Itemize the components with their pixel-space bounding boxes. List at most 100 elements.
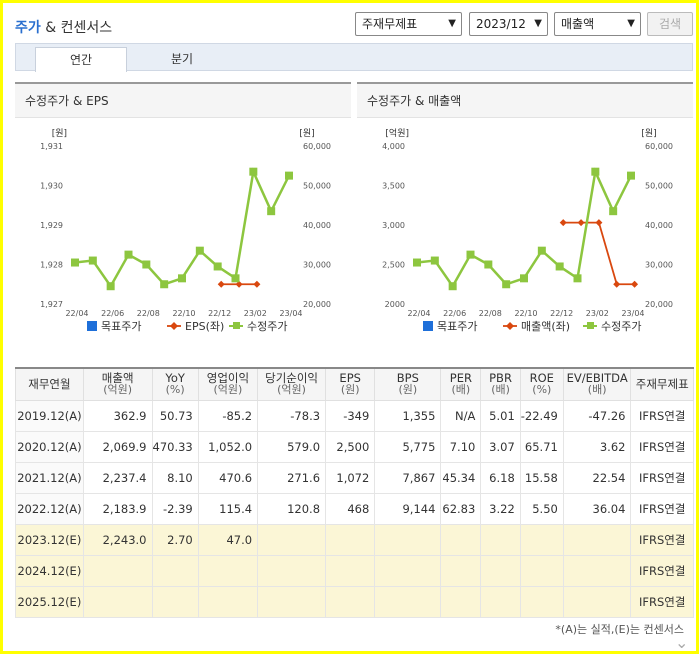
data-point (213, 262, 222, 271)
data-point (106, 282, 115, 291)
data-point (502, 280, 511, 289)
table-cell: 2.70 (151, 523, 199, 556)
table-cell: -85.2 (197, 399, 259, 432)
table-cell (82, 585, 153, 618)
legend-swatch-price (233, 322, 240, 329)
table-cell: 2,237.4 (82, 461, 153, 494)
column-header: 재무연월 (15, 367, 84, 401)
title-highlight: 주가 (15, 20, 41, 36)
table-cell (257, 523, 327, 556)
table-cell (440, 523, 482, 556)
period-select-value: 2023/12 (476, 17, 526, 31)
right-tick-label: 60,000 (303, 142, 331, 151)
table-cell: 579.0 (257, 430, 327, 463)
chart-panel-eps: 수정주가 & EPS [원] [원] 1,931 1,930 1,929 1,928 1,9… (15, 82, 351, 340)
table-cell (519, 523, 564, 556)
x-tick-label: 22/10 (172, 309, 195, 318)
table-cell: 2020.12(A) (15, 430, 84, 463)
legend-label: 목표주가 (437, 320, 477, 333)
column-header-unit: (배) (491, 383, 510, 397)
table-cell: 2021.12(A) (15, 461, 84, 494)
legend-swatch-target (423, 321, 433, 331)
standard-select[interactable]: 주재무제표 ▼ (355, 12, 462, 36)
chevron-down-icon[interactable]: ⌄ (675, 633, 689, 652)
table-cell (257, 585, 327, 618)
chart-sales: [억원] [원] 4,000 3,500 3,000 2,500 2000 60,000 50,… (382, 127, 673, 333)
x-tick-label: 23/02 (586, 309, 609, 318)
chevron-down-icon: ▼ (534, 18, 542, 29)
column-header: PBR (배) (480, 367, 521, 401)
period-select[interactable]: 2023/12 ▼ (469, 12, 548, 36)
table-cell (562, 554, 632, 587)
table-cell: 45.34 (440, 461, 482, 494)
left-tick-label: 4,000 (382, 142, 405, 151)
search-button[interactable]: 검색 (647, 12, 693, 36)
table-cell: 7.10 (440, 430, 482, 463)
table-cell: IFRS연결 (630, 554, 694, 587)
data-point (88, 256, 97, 265)
data-point (430, 256, 439, 265)
column-header-label: EV/EBITDA (566, 371, 628, 386)
table-cell: 7,867 (374, 461, 442, 494)
table-cell: 2,069.9 (82, 430, 153, 463)
column-header-label: PER (449, 371, 472, 386)
data-point (609, 207, 618, 216)
table-cell: 2025.12(E) (15, 585, 84, 618)
table-cell: IFRS연결 (630, 585, 694, 618)
table-cell (325, 585, 376, 618)
left-tick-label: 3,000 (382, 221, 405, 230)
table-cell: -78.3 (257, 399, 327, 432)
column-header-unit: (억원) (213, 383, 243, 397)
column-header-label: 영업이익 (206, 371, 250, 386)
metric-select[interactable]: 매출액 ▼ (554, 12, 641, 36)
series-line (74, 167, 291, 289)
table-cell: 62.83 (440, 492, 482, 525)
table-cell (197, 554, 259, 587)
column-header-unit: (억원) (103, 383, 133, 397)
table-cell: 5,775 (374, 430, 442, 463)
table-cell: 468 (325, 492, 376, 525)
column-header-unit: (%) (165, 383, 185, 397)
table-cell (440, 585, 482, 618)
column-header: ROE (%) (519, 367, 564, 401)
x-tick-label: 22/04 (407, 309, 430, 318)
data-point (577, 219, 585, 227)
legend-label: 매출액(좌) (521, 320, 570, 333)
table-cell (562, 585, 632, 618)
left-tick-label: 3,500 (382, 182, 405, 191)
table-cell: 15.58 (519, 461, 564, 494)
table-cell: IFRS연결 (630, 461, 694, 494)
table-row: 2022.12(A) 2,183.9 -2.39 115.4 120.8 468 9,144… (15, 492, 694, 525)
table-cell: 2,243.0 (82, 523, 153, 556)
tab-quarterly[interactable]: 분기 (170, 52, 194, 66)
table-cell: 271.6 (257, 461, 327, 494)
table-cell (325, 554, 376, 587)
chart-title-sales: 수정주가 & 매출액 (357, 82, 693, 118)
table-cell (374, 523, 442, 556)
column-header-label: PBR (489, 371, 512, 386)
table-cell: 1,072 (325, 461, 376, 494)
table-cell: 2,500 (325, 430, 376, 463)
right-tick-label: 40,000 (303, 221, 331, 230)
data-point (71, 258, 79, 267)
table-body: 2019.12(A) 362.9 50.73 -85.2 -78.3 -349 1,355 N… (15, 399, 694, 618)
legend-swatch-eps (170, 322, 178, 330)
table-cell: 8.10 (151, 461, 199, 494)
table-cell: 115.4 (197, 492, 259, 525)
table-cell (197, 585, 259, 618)
period-tabs: 연간 분기 (15, 43, 693, 72)
column-header-label: BPS (396, 371, 419, 386)
footnote: *(A)는 실적,(E)는 컨센서스 (555, 623, 684, 636)
data-point (559, 219, 567, 227)
x-tick-label: 23/04 (279, 309, 302, 318)
left-tick-label: 1,930 (40, 182, 63, 191)
table-cell (480, 554, 521, 587)
data-point (573, 274, 582, 283)
legend-label: 수정주가 (247, 320, 287, 333)
table-cell: 470.33 (151, 430, 199, 463)
tab-annual[interactable]: 연간 (35, 47, 127, 72)
legend-swatch-eps (506, 322, 514, 330)
column-header: EPS (원) (325, 367, 376, 401)
table-cell: 2023.12(E) (15, 523, 84, 556)
data-point (627, 171, 635, 180)
